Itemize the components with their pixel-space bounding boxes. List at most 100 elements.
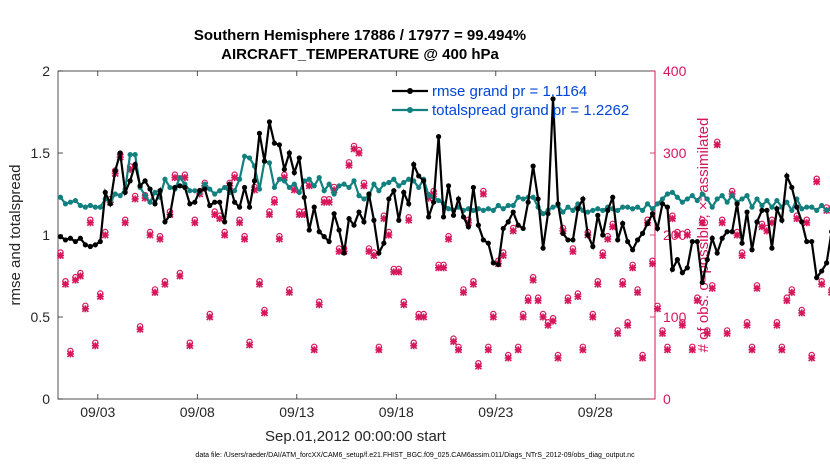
- rmse-point: [217, 199, 223, 205]
- obs-assimilated-marker: [121, 219, 129, 227]
- totalspread-point: [401, 179, 407, 186]
- legend-rmse-marker: [407, 88, 413, 94]
- obs-assimilated-marker: [549, 317, 557, 325]
- obs-assimilated-marker: [61, 280, 70, 288]
- totalspread-point: [649, 206, 656, 212]
- obs-assimilated-marker: [698, 219, 706, 227]
- totalspread-point: [799, 206, 805, 212]
- obs-assimilated-marker: [599, 251, 607, 260]
- rmse-point: [689, 238, 695, 245]
- rmse-point: [246, 204, 253, 210]
- obs-assimilated-marker: [186, 342, 194, 350]
- totalspread-point: [689, 193, 695, 199]
- rmse-point: [102, 189, 108, 195]
- rmse-point: [555, 201, 561, 207]
- obs-assimilated-marker: [375, 346, 383, 354]
- totalspread-point: [67, 199, 74, 205]
- obs-assimilated-marker: [400, 301, 408, 309]
- rmse-point: [485, 240, 491, 246]
- totalspread-point: [386, 179, 392, 186]
- obs-assimilated-marker: [634, 288, 642, 296]
- rmse-point: [794, 204, 800, 210]
- obs-assimilated-marker: [673, 231, 681, 239]
- obs-assimilated-marker: [454, 346, 463, 354]
- totalspread-point: [57, 194, 64, 200]
- rmse-point: [227, 181, 233, 187]
- totalspread-point: [77, 202, 83, 209]
- rmse-point: [550, 96, 556, 102]
- rmse-point: [152, 201, 158, 207]
- totalspread-point: [271, 184, 278, 191]
- obs-assimilated-marker: [176, 272, 184, 280]
- obs-assimilated-marker: [569, 247, 577, 255]
- totalspread-point: [530, 194, 536, 200]
- obs-assimilated-marker: [638, 354, 647, 362]
- obs-assimilated-marker: [624, 321, 632, 329]
- obs-assimilated-marker: [554, 354, 562, 362]
- totalspread-point: [679, 199, 685, 205]
- obs-assimilated-marker: [345, 161, 353, 169]
- y-right-tick-label: 400: [663, 63, 687, 79]
- totalspread-point: [296, 189, 302, 195]
- rmse-point: [346, 216, 352, 222]
- obs-assimilated-marker: [663, 346, 672, 354]
- rmse-point: [664, 204, 671, 210]
- obs-assimilated-marker: [216, 215, 224, 223]
- totalspread-point: [117, 193, 123, 199]
- obs-assimilated-marker: [221, 231, 229, 239]
- totalspread-point: [814, 207, 820, 213]
- obs-assimilated-marker: [658, 329, 667, 337]
- obs-assimilated-marker: [713, 141, 721, 149]
- obs-assimilated-marker: [574, 292, 582, 301]
- x-tick-label: 09/13: [279, 404, 314, 420]
- totalspread-point: [769, 204, 775, 210]
- obs-assimilated-marker: [181, 174, 189, 182]
- rmse-point: [450, 212, 457, 218]
- obs-assimilated-marker: [136, 325, 144, 333]
- rmse-point: [789, 184, 795, 191]
- obs-assimilated-marker: [285, 288, 293, 296]
- y-left-tick-label: 0.5: [31, 309, 51, 325]
- rmse-point: [749, 247, 755, 253]
- obs-assimilated-marker: [211, 210, 219, 219]
- rmse-point: [97, 238, 103, 245]
- obs-assimilated-marker: [783, 297, 791, 305]
- totalspread-point: [256, 186, 263, 192]
- totalspread-point: [659, 196, 666, 202]
- rmse-point: [630, 247, 636, 253]
- obs-assimilated-marker: [315, 301, 323, 309]
- rmse-point: [819, 268, 825, 274]
- rmse-point: [92, 242, 98, 248]
- rmse-point: [321, 234, 327, 240]
- rmse-point: [694, 238, 700, 245]
- obs-assimilated-marker: [245, 341, 254, 349]
- totalspread-point: [704, 196, 710, 202]
- obs-assimilated-marker: [733, 231, 741, 239]
- rmse-point: [724, 229, 730, 235]
- obs-assimilated-marker: [101, 231, 109, 239]
- totalspread-point: [416, 184, 422, 191]
- rmse-point: [286, 150, 292, 156]
- totalspread-point: [222, 184, 228, 191]
- rmse-line: [59, 98, 830, 283]
- rmse-point: [236, 204, 243, 210]
- obs-assimilated-marker: [803, 219, 811, 227]
- rmse-point: [291, 170, 297, 176]
- rmse-point: [197, 188, 203, 194]
- obs-assimilated-marker: [76, 272, 84, 280]
- totalspread-point: [510, 202, 516, 209]
- rmse-point: [684, 265, 690, 271]
- totalspread-point: [764, 197, 770, 204]
- obs-assimilated-marker: [668, 215, 676, 223]
- legend-totalspread-label: totalspread grand pr = 1.2262: [432, 102, 629, 119]
- obs-assimilated-marker: [589, 313, 597, 321]
- obs-assimilated-marker: [206, 313, 214, 321]
- obs-assimilated-marker: [310, 346, 318, 354]
- rmse-point: [187, 201, 193, 207]
- totalspread-point: [540, 211, 546, 217]
- totalspread-point: [719, 193, 725, 199]
- obs-assimilated-marker: [793, 215, 801, 223]
- rmse-point: [182, 184, 188, 191]
- obs-assimilated-marker: [275, 235, 283, 243]
